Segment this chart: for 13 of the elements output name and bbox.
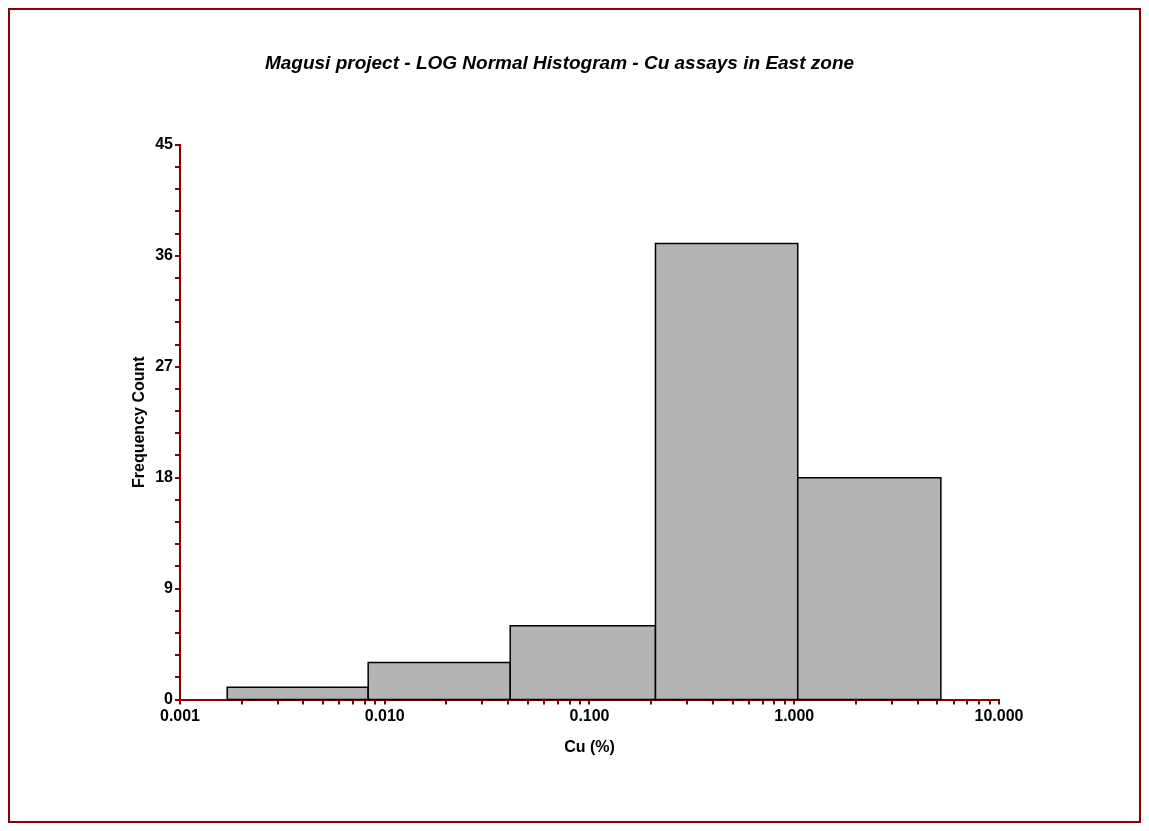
x-tick-label: 0.001 <box>159 706 201 724</box>
y-tick-label: 0 <box>164 690 174 708</box>
y-tick-label: 45 <box>155 135 174 153</box>
x-tick-label: 1.000 <box>774 706 815 724</box>
x-tick-label: 10.000 <box>974 706 1024 724</box>
x-tick-label: 0.010 <box>364 706 405 724</box>
y-tick-label: 27 <box>155 357 174 375</box>
chart-title: Magusi project - LOG Normal Histogram - Cu assays in East zone <box>264 51 855 73</box>
y-tick-label: 9 <box>164 579 174 597</box>
x-tick-label: 0.100 <box>569 706 610 724</box>
y-tick-label: 18 <box>155 468 174 486</box>
y-tick-label: 36 <box>155 246 174 264</box>
y-axis-title: Frequency Count <box>130 355 148 488</box>
